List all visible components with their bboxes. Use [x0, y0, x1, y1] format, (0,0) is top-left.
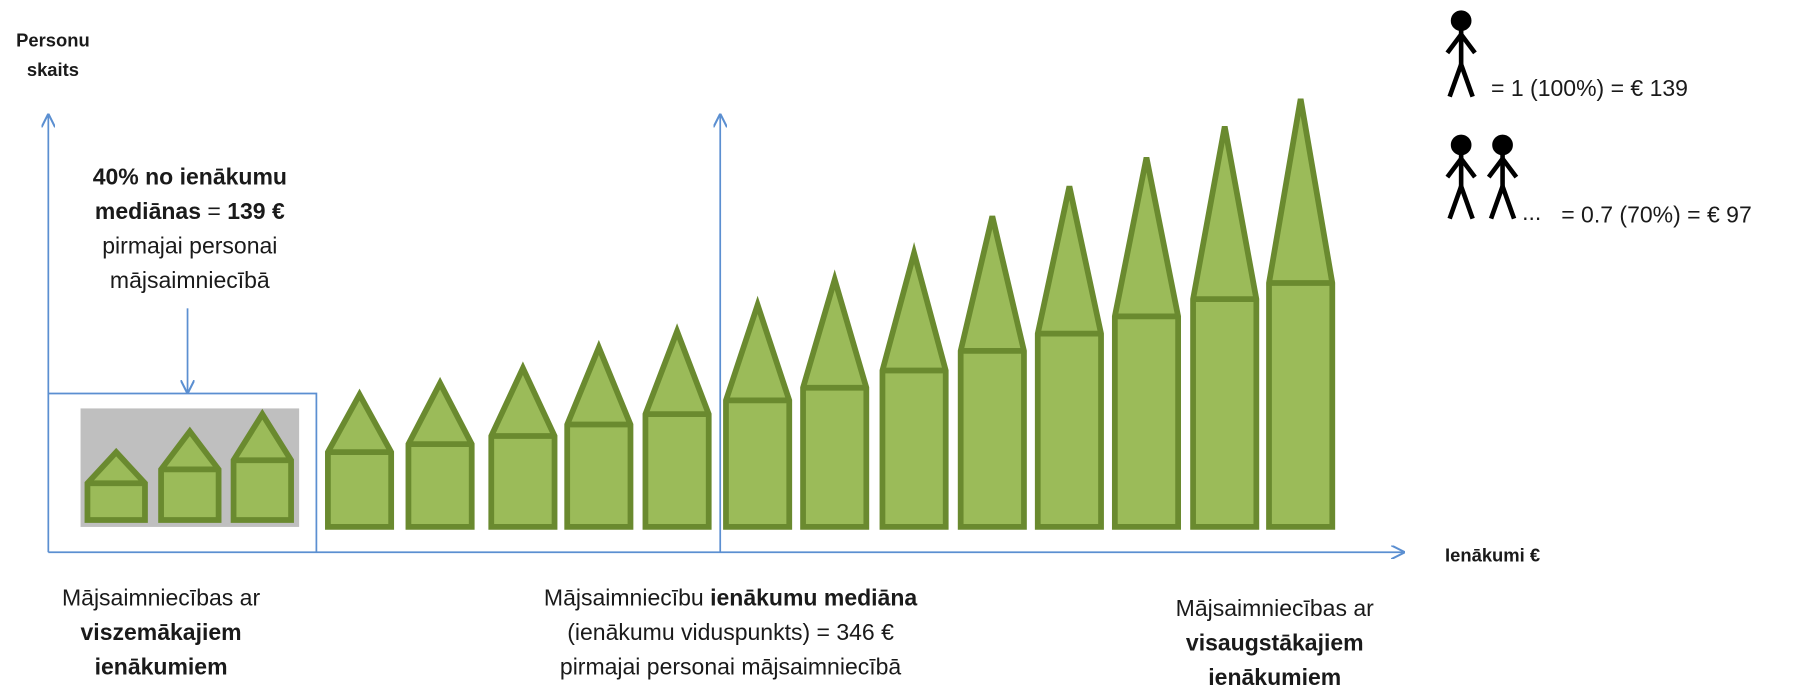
house	[1266, 98, 1336, 530]
legend-text: = 0.7 (70%) = € 97	[1561, 201, 1752, 227]
house	[158, 426, 222, 523]
bottom-label: visaugstākajiem	[1186, 629, 1364, 655]
note-text: 40% no ienākumu	[93, 163, 287, 189]
stick-figure	[1445, 10, 1477, 98]
bottom-label: ienākumiem	[1208, 664, 1341, 688]
legend-text: ...	[1522, 199, 1541, 225]
bottom-label: Mājsaimniecības ar	[1176, 595, 1374, 621]
bottom-label: pirmajai personai mājsaimniecībā	[560, 654, 902, 680]
house	[1111, 157, 1181, 530]
note-text: pirmajai personai	[102, 232, 277, 258]
house	[230, 408, 294, 523]
bottom-label: (ienākumu viduspunkts) = 346 €	[567, 619, 894, 645]
house	[1034, 185, 1104, 530]
stick-figure	[1445, 134, 1519, 220]
bottom-label: ienākumu mediāna	[710, 584, 917, 610]
house	[642, 323, 712, 530]
y-axis-label: Personu	[16, 29, 90, 50]
bottom-label: Mājsaimniecību	[544, 584, 710, 610]
note-text: mediānas	[95, 198, 201, 224]
house	[84, 447, 148, 523]
house	[723, 295, 793, 530]
house	[800, 269, 870, 530]
note-text: =	[201, 198, 227, 224]
house	[564, 339, 634, 530]
note-text: mediānas = 139 €	[95, 198, 285, 224]
houses	[84, 98, 1336, 530]
x-axis-label: Ienākumi €	[1445, 545, 1540, 566]
y-axis-label: skaits	[27, 59, 79, 80]
bottom-label: Mājsaimniecību ienākumu mediāna	[544, 584, 917, 610]
house	[488, 361, 558, 530]
note-text: 139 €	[227, 198, 285, 224]
bottom-label: viszemākajiem	[81, 619, 242, 645]
note-text: mājsaimniecībā	[110, 267, 270, 293]
house	[325, 388, 395, 530]
house	[1190, 126, 1260, 530]
house	[405, 376, 475, 530]
bottom-label: ienākumiem	[95, 654, 228, 680]
lowest-box	[48, 392, 318, 553]
bottom-label: Mājsaimniecības ar	[62, 584, 260, 610]
house	[879, 242, 949, 530]
legend-text: = 1 (100%) = € 139	[1491, 75, 1688, 101]
house	[957, 215, 1027, 530]
